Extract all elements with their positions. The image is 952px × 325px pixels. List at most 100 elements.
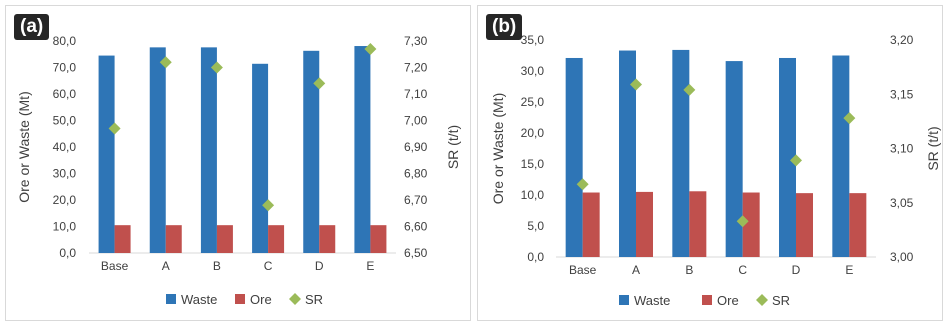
y-axis-title: Ore or Waste (Mt) (490, 93, 506, 205)
sr-point (108, 122, 121, 135)
y2-tick-label: 6,90 (404, 140, 428, 154)
ore-bar (636, 191, 653, 257)
y2-axis-title: SR (t/t) (445, 125, 461, 169)
sr-point (364, 42, 377, 55)
y2-axis-title: SR (t/t) (925, 126, 941, 170)
y-tick-label: 25,0 (521, 95, 545, 109)
y2-tick-label: 3,20 (890, 33, 914, 47)
x-tick-label: Base (101, 259, 129, 273)
y-tick-label: 0,0 (59, 246, 76, 260)
waste-bar (98, 55, 115, 254)
sr-point (843, 112, 856, 125)
legend-label-ore: Ore (717, 293, 739, 308)
legend-swatch-sr (289, 293, 301, 305)
y-tick-label: 20,0 (521, 126, 545, 140)
ore-bar (370, 225, 387, 253)
x-tick-label: Base (569, 263, 597, 277)
y-tick-label: 5,0 (527, 219, 544, 233)
y2-tick-label: 7,00 (404, 114, 428, 128)
ore-bar (849, 193, 867, 257)
waste-bar (672, 49, 690, 257)
y-tick-label: 80,0 (53, 34, 77, 48)
sr-point (262, 199, 275, 212)
x-tick-label: C (738, 263, 747, 277)
ore-bar (114, 225, 131, 253)
y-tick-label: 0,0 (527, 250, 544, 264)
legend-swatch-ore (702, 295, 712, 305)
y-tick-label: 10,0 (53, 220, 77, 234)
x-tick-label: E (366, 259, 374, 273)
y-tick-label: 50,0 (53, 114, 77, 128)
y2-tick-label: 7,20 (404, 61, 428, 75)
y-tick-label: 40,0 (53, 140, 77, 154)
ore-bar (268, 225, 285, 253)
waste-bar (779, 57, 796, 258)
legend-label-ore: Ore (250, 292, 272, 307)
x-tick-label: D (792, 263, 801, 277)
waste-bar (832, 55, 850, 257)
sr-point (683, 83, 696, 96)
y-tick-label: 20,0 (53, 193, 77, 207)
y-tick-label: 70,0 (53, 61, 77, 75)
waste-bar (354, 46, 371, 253)
y2-tick-label: 6,60 (404, 220, 428, 234)
chart-b-svg: 0,0 5,0 10,0 15,0 20,0 25,0 30,0 35,0 3,00 3,05 3,… (490, 33, 941, 308)
waste-bar (565, 57, 583, 258)
sr-point (159, 56, 172, 69)
y-tick-label: 60,0 (53, 87, 77, 101)
panel-label-a: (a) (14, 14, 50, 40)
waste-bar (619, 50, 636, 257)
y2-tick-label: 3,05 (890, 196, 914, 210)
legend-label-sr: SR (772, 293, 790, 308)
ore-bar (582, 192, 600, 257)
sr-point (313, 77, 326, 90)
chart-panel-b: (b) 0,0 5,0 10,0 15,0 20,0 25,0 30,0 35,0 3,00 3,… (477, 5, 943, 321)
y2-tick-label: 3,00 (890, 250, 914, 264)
ore-bar (742, 192, 760, 257)
y-tick-label: 30,0 (53, 167, 77, 181)
y-tick-label: 15,0 (521, 157, 545, 171)
legend-swatch-waste (166, 294, 176, 304)
sr-point (736, 215, 749, 228)
sr-point (576, 178, 589, 191)
x-tick-label: B (213, 259, 221, 273)
y2-tick-label: 3,15 (890, 87, 914, 101)
ore-bar (689, 191, 707, 257)
ore-bar (216, 225, 233, 253)
chart-a-svg: 0,0 10,0 20,0 30,0 40,0 50,0 60,0 70,0 80,0 6,50 6… (16, 34, 461, 307)
y2-tick-label: 3,10 (890, 142, 914, 156)
waste-bar (303, 50, 320, 254)
x-tick-label: E (845, 263, 853, 277)
x-tick-label: B (685, 263, 693, 277)
y-axis-title: Ore or Waste (Mt) (16, 91, 32, 203)
legend-label-sr: SR (305, 292, 323, 307)
ore-bar (165, 225, 182, 253)
y-tick-label: 10,0 (521, 188, 545, 202)
y2-tick-label: 6,50 (404, 246, 428, 260)
x-tick-label: D (315, 259, 324, 273)
y2-tick-label: 7,30 (404, 34, 428, 48)
y-tick-label: 30,0 (521, 64, 545, 78)
sr-point (630, 78, 642, 91)
sr-point (210, 61, 223, 74)
x-tick-label: A (632, 263, 640, 277)
y2-tick-label: 6,80 (404, 167, 428, 181)
legend-swatch-waste (619, 295, 629, 305)
legend-swatch-ore (235, 294, 245, 304)
y2-tick-label: 7,10 (404, 87, 428, 101)
sr-point (790, 154, 802, 167)
y-tick-label: 35,0 (521, 33, 545, 47)
waste-bar (252, 63, 269, 253)
x-tick-label: A (162, 259, 170, 273)
panel-label-b: (b) (486, 14, 523, 40)
waste-bar (149, 47, 166, 253)
legend-label-waste: Waste (181, 292, 217, 307)
ore-bar (319, 225, 336, 253)
y2-tick-label: 6,70 (404, 193, 428, 207)
legend-label-waste: Waste (634, 293, 670, 308)
legend-swatch-sr (756, 294, 768, 306)
waste-bar (200, 47, 217, 253)
waste-bar (725, 61, 743, 257)
chart-panel-a: (a) 0,0 10,0 20,0 30,0 40,0 50,0 60,0 70,0 80,0 6… (5, 5, 471, 321)
x-tick-label: C (264, 259, 273, 273)
